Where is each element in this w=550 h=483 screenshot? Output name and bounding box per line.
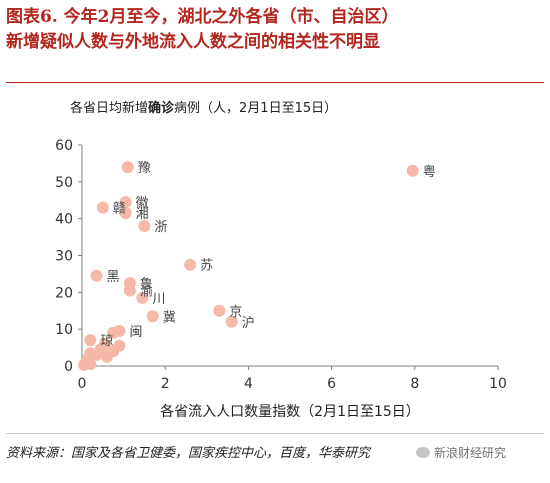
title-divider bbox=[6, 82, 544, 83]
data-point bbox=[121, 161, 134, 174]
y-tick-label: 0 bbox=[64, 359, 73, 375]
data-point bbox=[119, 196, 132, 209]
data-point bbox=[123, 284, 136, 297]
point-label: 沪 bbox=[242, 315, 255, 331]
y-tick-label: 20 bbox=[55, 285, 73, 301]
point-label: 闽 bbox=[129, 325, 142, 340]
x-tick-label: 4 bbox=[244, 376, 253, 392]
y-tick-label: 60 bbox=[55, 138, 73, 154]
point-label: 琼 bbox=[100, 334, 113, 349]
y-tick-label: 40 bbox=[55, 212, 73, 228]
data-point bbox=[146, 310, 159, 323]
chart-subtitle-post: 病例（人，2月1日至15日） bbox=[174, 101, 338, 116]
data-point bbox=[119, 207, 132, 220]
y-tick-label: 30 bbox=[55, 249, 73, 265]
data-point bbox=[107, 326, 120, 339]
x-tick-label: 10 bbox=[489, 376, 507, 392]
y-tick-label: 10 bbox=[55, 322, 73, 338]
point-label: 渝 bbox=[140, 283, 153, 299]
footer-divider bbox=[6, 433, 544, 434]
figure-title: 图表6. 今年2月至今，湖北之外各省（市、自治区） 新增疑似人数与外地流入人数之… bbox=[6, 5, 546, 55]
data-point bbox=[138, 220, 151, 233]
x-tick-label: 2 bbox=[161, 376, 170, 392]
watermark-text: 新浪财经研究 bbox=[434, 446, 507, 460]
data-point bbox=[225, 315, 238, 328]
figure-title-line1: 图表6. 今年2月至今，湖北之外各省（市、自治区） bbox=[6, 7, 399, 27]
data-point bbox=[184, 258, 197, 271]
data-point bbox=[213, 304, 226, 317]
data-point bbox=[96, 201, 109, 214]
point-label: 粤 bbox=[423, 164, 436, 180]
x-tick-label: 8 bbox=[410, 376, 419, 392]
chart-subtitle-pre: 各省日均新增 bbox=[70, 101, 149, 116]
point-label: 赣 bbox=[113, 202, 126, 217]
y-tick-label: 50 bbox=[55, 175, 73, 191]
chart-subtitle: 各省日均新增确诊病例（人，2月1日至15日） bbox=[70, 97, 337, 116]
point-label: 苏 bbox=[200, 258, 213, 274]
scatter-chart: 0 10 20 30 40 50 60 0 2 4 6 8 10 各省流入人口数量指数（2月1日至15日）… bbox=[55, 138, 507, 420]
source-note: 资料来源：国家及各省卫健委，国家疾控中心，百度，华泰研究 bbox=[6, 446, 371, 461]
point-label: 徽 bbox=[136, 196, 149, 211]
point-label: 京 bbox=[229, 305, 242, 320]
chart-subtitle-bold: 确诊 bbox=[148, 101, 175, 116]
watermark: 新浪财经研究 bbox=[416, 444, 506, 461]
data-point bbox=[90, 269, 103, 282]
data-point bbox=[406, 164, 419, 177]
watermark-logo-icon bbox=[416, 447, 430, 458]
point-label: 冀 bbox=[163, 309, 176, 325]
point-label: 豫 bbox=[138, 161, 151, 176]
data-point bbox=[78, 358, 91, 371]
data-point bbox=[136, 291, 149, 304]
x-tick-label: 6 bbox=[327, 376, 336, 392]
data-point bbox=[84, 334, 97, 347]
x-axis-title: 各省流入人口数量指数（2月1日至15日） bbox=[160, 404, 420, 420]
point-label: 川 bbox=[152, 292, 165, 307]
x-tick-label: 0 bbox=[78, 376, 87, 392]
point-label: 黑 bbox=[107, 270, 120, 285]
point-label: 浙 bbox=[154, 220, 167, 235]
data-point bbox=[100, 350, 113, 363]
figure-title-line2: 新增疑似人数与外地流入人数之间的相关性不明显 bbox=[6, 32, 380, 52]
point-label: 湘 bbox=[136, 207, 149, 222]
point-label: 鲁 bbox=[140, 277, 153, 292]
